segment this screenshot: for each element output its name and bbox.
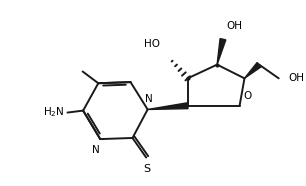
Polygon shape — [244, 62, 261, 78]
Text: OH: OH — [289, 73, 304, 83]
Text: H$_2$N: H$_2$N — [43, 106, 65, 119]
Text: N: N — [92, 145, 100, 155]
Text: O: O — [244, 91, 252, 101]
Text: OH: OH — [227, 21, 243, 31]
Text: S: S — [144, 164, 151, 174]
Text: HO: HO — [144, 39, 160, 49]
Polygon shape — [217, 39, 226, 65]
Polygon shape — [147, 103, 188, 110]
Text: N: N — [145, 94, 152, 104]
